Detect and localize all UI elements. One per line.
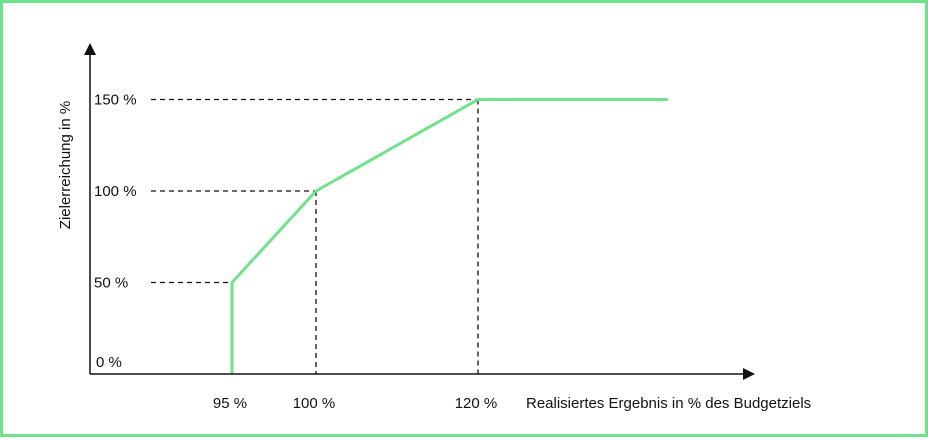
y-tick-label-2: 100 % — [94, 183, 137, 200]
y-tick-label-3: 150 % — [94, 92, 137, 109]
y-axis-arrowhead — [84, 43, 96, 55]
x-axis-title: Realisiertes Ergebnis in % des Budgetzie… — [526, 395, 811, 412]
x-tick-label-2: 120 % — [455, 395, 498, 412]
series-group — [230, 98, 668, 374]
y-tick-label-1: 50 % — [94, 275, 128, 292]
reference-lines — [151, 98, 479, 374]
x-tick-labels: 95 % 100 % 120 % — [213, 395, 497, 412]
series-line-0 — [230, 98, 668, 374]
payout-curve-chart: 0 % 50 % 100 % 150 % 95 % 100 % 120 % Realisi… — [57, 43, 811, 412]
x-axis-arrowhead — [743, 368, 755, 380]
y-tick-labels: 0 % 50 % 100 % 150 % — [94, 92, 137, 372]
y-axis-title: Zielerreichung in % — [57, 101, 74, 229]
x-tick-label-0: 95 % — [213, 395, 247, 412]
x-tick-label-1: 100 % — [293, 395, 336, 412]
axes — [84, 43, 755, 380]
y-tick-label-0: 0 % — [96, 354, 122, 371]
